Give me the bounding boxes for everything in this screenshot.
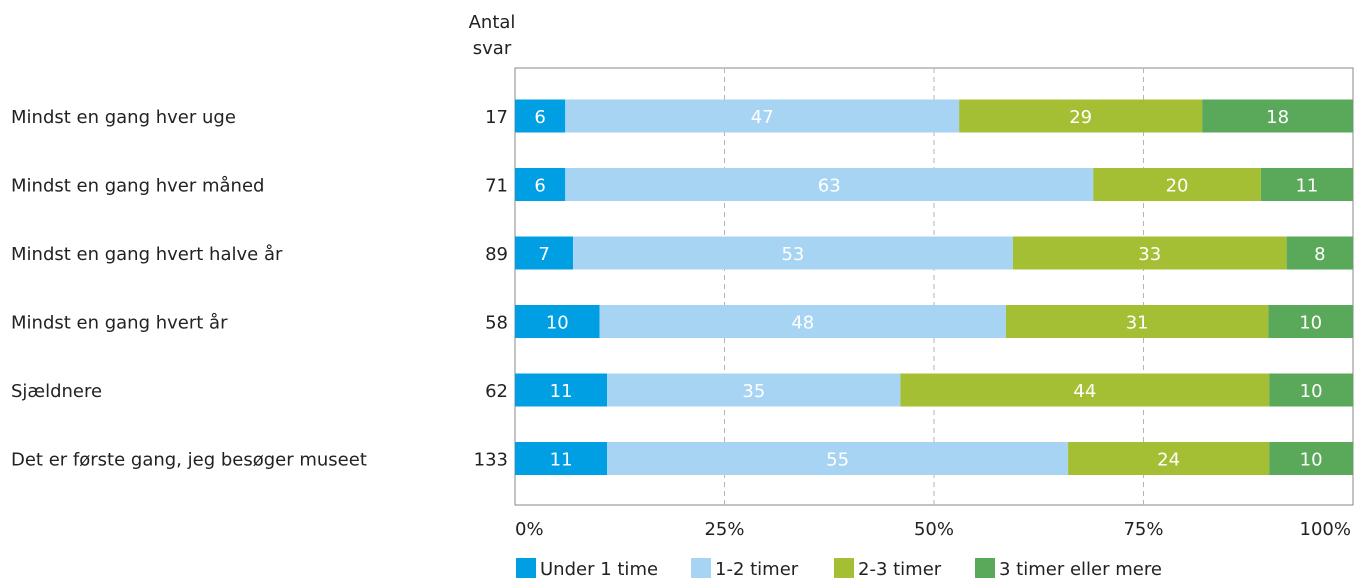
bar-value-label: 44 (1073, 381, 1096, 402)
count-label: 62 (485, 381, 508, 402)
bar-value-label: 11 (550, 381, 573, 402)
count-label: 89 (485, 244, 508, 265)
bar-segment (1268, 305, 1353, 338)
category-label: Det er første gang, jeg besøger museet (11, 450, 367, 471)
category-label: Mindst en gang hvert halve år (11, 244, 283, 265)
bar-value-label: 24 (1157, 450, 1180, 471)
gridlines (724, 68, 1144, 505)
bar-value-label: 33 (1138, 244, 1161, 265)
bar-segment (515, 168, 566, 201)
bar-value-label: 8 (1314, 244, 1325, 265)
bar-value-label: 55 (826, 450, 849, 471)
bar-value-label: 47 (751, 107, 774, 128)
legend: Under 1 time 1-2 timer 2-3 timer 3 timer el… (516, 558, 1162, 580)
legend-item: 3 timer eller mere (975, 558, 1162, 580)
count-label: 133 (474, 450, 508, 471)
category-label: Sjældnere (11, 381, 102, 402)
legend-label: Under 1 time (540, 559, 658, 580)
legend-swatch (691, 558, 711, 578)
bar-segment (515, 442, 608, 475)
x-tick-label: 50% (914, 519, 954, 540)
count-label: 58 (485, 313, 508, 334)
count-label: 17 (485, 107, 508, 128)
bar-segment (1068, 442, 1270, 475)
count-header-line: svar (473, 38, 512, 59)
bars: 6 47 29 18 6 63 20 11 7 53 33 8 10 48 31 10 11 35 44 10 11 55… (515, 99, 1353, 475)
bar-value-label: 18 (1266, 107, 1289, 128)
legend-item: Under 1 time (516, 558, 658, 580)
legend-item: 2-3 timer (834, 558, 942, 580)
bar-segment (607, 442, 1069, 475)
bar-segment (1260, 168, 1353, 201)
count-labels: 17 71 89 58 62 133 (474, 107, 508, 471)
bar-value-label: 35 (742, 381, 765, 402)
count-label: 71 (485, 176, 508, 197)
legend-label: 1-2 timer (715, 559, 799, 580)
bar-value-label: 63 (818, 176, 841, 197)
legend-item: 1-2 timer (691, 558, 799, 580)
bar-segment (515, 99, 566, 133)
bar-value-label: 10 (1300, 450, 1323, 471)
bar-value-label: 10 (546, 313, 569, 334)
bar-value-label: 31 (1126, 313, 1149, 334)
bar-segment (959, 99, 1203, 133)
bar-segment (900, 373, 1270, 407)
bar-value-label: 29 (1069, 107, 1092, 128)
bar-value-label: 6 (534, 107, 545, 128)
x-tick-label: 25% (704, 519, 744, 540)
bar-value-label: 11 (1295, 176, 1318, 197)
bar-segment (1202, 99, 1353, 133)
bar-segment (1269, 373, 1353, 407)
bar-segment (607, 373, 901, 407)
bar-value-label: 10 (1299, 313, 1322, 334)
bar-value-label: 7 (538, 244, 549, 265)
bar-value-label: 11 (550, 450, 573, 471)
x-axis-ticks: 0% 25% 50% 75% 100% (515, 519, 1351, 540)
bar-value-label: 20 (1166, 176, 1189, 197)
category-labels: Mindst en gang hver uge Mindst en gang hv… (11, 107, 367, 471)
bar-value-label: 48 (791, 313, 814, 334)
legend-swatch (516, 558, 536, 578)
bar-segment (515, 373, 608, 407)
bar-value-label: 53 (781, 244, 804, 265)
x-tick-label: 75% (1123, 519, 1163, 540)
x-tick-label: 0% (515, 519, 544, 540)
category-label: Mindst en gang hvert år (11, 313, 228, 334)
legend-label: 2-3 timer (858, 559, 942, 580)
count-header-line: Antal (469, 12, 516, 33)
bar-segment (1286, 236, 1353, 270)
bar-segment (565, 99, 960, 133)
bar-value-label: 6 (534, 176, 545, 197)
x-tick-label: 100% (1300, 519, 1351, 540)
legend-swatch (975, 558, 995, 578)
category-label: Mindst en gang hver måned (11, 176, 264, 197)
category-label: Mindst en gang hver uge (11, 107, 236, 128)
bar-segment (1093, 168, 1261, 201)
bar-value-label: 10 (1300, 381, 1323, 402)
bar-segment (1012, 236, 1287, 270)
bar-segment (573, 236, 1013, 270)
bar-segment (515, 236, 574, 270)
bar-segment (1269, 442, 1353, 475)
count-header: Antal svar (469, 12, 516, 59)
legend-swatch (834, 558, 854, 578)
bar-segment (515, 305, 600, 338)
bar-segment (599, 305, 1006, 338)
bar-segment (1005, 305, 1269, 338)
bar-segment (565, 168, 1094, 201)
legend-label: 3 timer eller mere (999, 559, 1162, 580)
